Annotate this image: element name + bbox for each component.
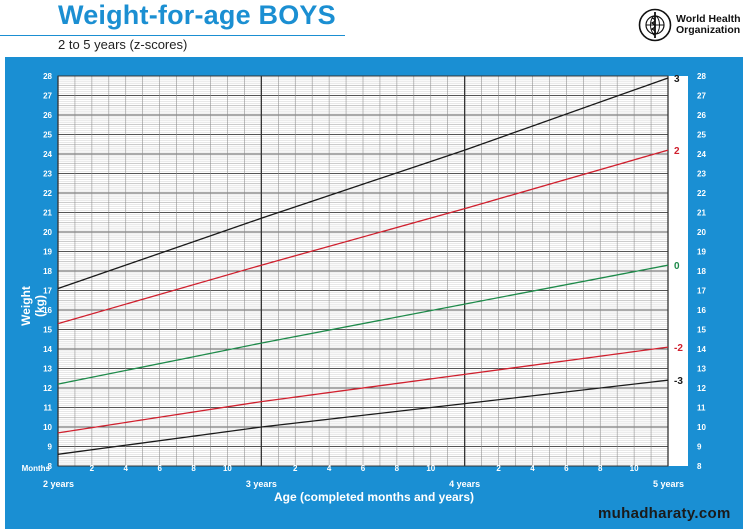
x-month-tick-label: 4 bbox=[124, 464, 129, 473]
y-tick-label-right: 20 bbox=[697, 228, 706, 237]
y-tick-label-right: 16 bbox=[697, 306, 706, 315]
y-tick-label-right: 28 bbox=[697, 72, 706, 81]
y-tick-label-left: 18 bbox=[43, 267, 52, 276]
y-tick-label-right: 14 bbox=[697, 345, 706, 354]
series-label-2: 2 bbox=[674, 146, 680, 157]
y-tick-label-left: 8 bbox=[48, 462, 53, 471]
plot-frame bbox=[57, 75, 669, 467]
y-tick-label-left: 16 bbox=[43, 306, 52, 315]
series-label--2: -2 bbox=[674, 343, 683, 354]
x-year-tick-label: 4 years bbox=[449, 479, 480, 489]
y-axis-label: Weight (kg) bbox=[19, 286, 47, 326]
y-tick-label-right: 13 bbox=[697, 365, 706, 374]
y-tick-label-left: 11 bbox=[44, 404, 53, 413]
x-year-tick-label: 5 years bbox=[653, 479, 684, 489]
series-line-2 bbox=[57, 149, 669, 325]
x-month-tick-label: 4 bbox=[530, 464, 535, 473]
x-month-tick-label: 8 bbox=[395, 464, 400, 473]
who-emblem-icon bbox=[638, 8, 672, 42]
y-tick-label-left: 12 bbox=[43, 384, 52, 393]
series-line-3 bbox=[57, 77, 669, 290]
y-tick-label-right: 9 bbox=[697, 443, 702, 452]
x-month-tick-label: 6 bbox=[361, 464, 366, 473]
y-tick-label-left: 13 bbox=[43, 365, 52, 374]
y-tick-label-right: 23 bbox=[697, 170, 706, 179]
weight-for-age-chart: 8 8 9 9 10 10 11 11 12 12 13 13 14 14 15 15 16 16 17 17 18 18… bbox=[22, 72, 707, 489]
series-label--3: -3 bbox=[674, 376, 683, 387]
x-month-tick-label: 4 bbox=[327, 464, 332, 473]
series-label-0: 0 bbox=[674, 261, 680, 272]
x-year-tick-label: 2 years bbox=[43, 479, 74, 489]
label-strip bbox=[668, 76, 688, 466]
y-tick-label-left: 17 bbox=[43, 287, 52, 296]
chart-panel: 8 8 9 9 10 10 11 11 12 12 13 13 14 14 15 15 16 16 17 17 18 18… bbox=[5, 57, 743, 529]
series-line-0 bbox=[57, 264, 669, 385]
y-tick-label-right: 21 bbox=[697, 209, 706, 218]
y-tick-label-left: 15 bbox=[43, 326, 52, 335]
y-tick-label-right: 18 bbox=[697, 267, 706, 276]
x-axis-label: Age (completed months and years) bbox=[273, 490, 475, 504]
who-org-line1: World Health bbox=[676, 13, 741, 25]
y-tick-label-right: 12 bbox=[697, 384, 706, 393]
months-axis-label: Months bbox=[22, 464, 51, 473]
y-tick-label-right: 8 bbox=[697, 462, 702, 471]
x-month-tick-label: 10 bbox=[426, 464, 435, 473]
y-tick-label-left: 21 bbox=[43, 209, 52, 218]
y-tick-label-right: 19 bbox=[697, 248, 706, 257]
y-tick-label-right: 10 bbox=[697, 423, 706, 432]
y-tick-label-right: 22 bbox=[697, 189, 706, 198]
title-underline bbox=[0, 35, 345, 36]
x-month-tick-label: 6 bbox=[157, 464, 162, 473]
chart-subtitle: 2 to 5 years (z-scores) bbox=[58, 37, 188, 52]
y-tick-label-left: 23 bbox=[43, 170, 52, 179]
y-tick-label-right: 11 bbox=[697, 404, 706, 413]
who-org-name: World Health Organization bbox=[676, 14, 741, 36]
who-org-line2: Organization bbox=[676, 24, 741, 36]
y-tick-label-left: 10 bbox=[43, 423, 52, 432]
y-tick-label-left: 26 bbox=[43, 111, 52, 120]
series-line--3 bbox=[57, 379, 669, 455]
x-month-tick-label: 2 bbox=[293, 464, 298, 473]
y-tick-label-right: 25 bbox=[697, 131, 706, 140]
y-tick-label-right: 17 bbox=[697, 287, 706, 296]
y-tick-label-left: 20 bbox=[43, 228, 52, 237]
x-month-tick-label: 2 bbox=[90, 464, 95, 473]
x-month-tick-label: 10 bbox=[630, 464, 639, 473]
y-tick-label-right: 15 bbox=[697, 326, 706, 335]
x-month-tick-label: 8 bbox=[598, 464, 603, 473]
y-tick-label-left: 24 bbox=[43, 150, 52, 159]
y-tick-label-left: 25 bbox=[43, 131, 52, 140]
x-month-tick-label: 8 bbox=[191, 464, 196, 473]
y-tick-label-left: 27 bbox=[43, 92, 52, 101]
y-tick-label-right: 27 bbox=[697, 92, 706, 101]
series-label-3: 3 bbox=[674, 74, 680, 85]
y-tick-label-left: 28 bbox=[43, 72, 52, 81]
y-tick-label-left: 9 bbox=[48, 443, 53, 452]
y-tick-label-right: 24 bbox=[697, 150, 706, 159]
x-year-tick-label: 3 years bbox=[246, 479, 277, 489]
y-tick-label-left: 14 bbox=[43, 345, 52, 354]
y-tick-label-left: 22 bbox=[43, 189, 52, 198]
who-logo: World Health Organization bbox=[638, 8, 748, 44]
chart-title: Weight-for-age BOYS bbox=[58, 0, 336, 30]
y-tick-label-left: 19 bbox=[43, 248, 52, 257]
y-tick-label-right: 26 bbox=[697, 111, 706, 120]
x-month-tick-label: 2 bbox=[496, 464, 501, 473]
x-month-tick-label: 10 bbox=[223, 464, 232, 473]
series-line--2 bbox=[57, 346, 669, 434]
x-month-tick-label: 6 bbox=[564, 464, 569, 473]
watermark: muhadharaty.com bbox=[598, 505, 731, 522]
